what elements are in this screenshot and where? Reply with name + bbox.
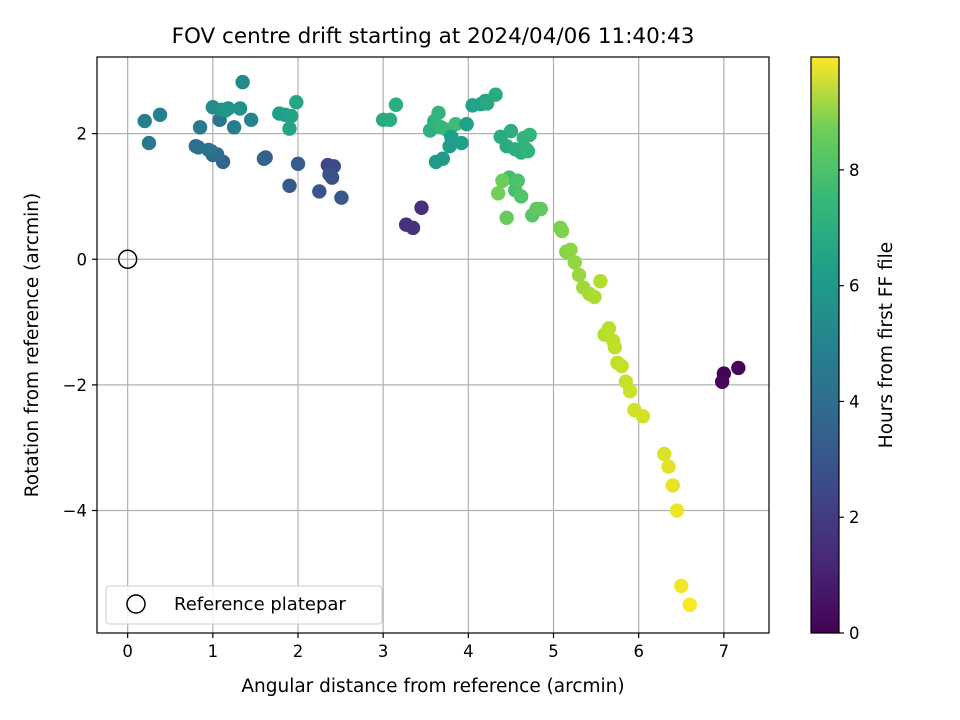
data-point	[282, 121, 297, 136]
colorbar-tick-label: 6	[849, 277, 860, 296]
data-point	[448, 117, 463, 132]
y-tick-label: −2	[63, 376, 87, 395]
data-point	[587, 289, 602, 305]
x-tick-label: 7	[719, 642, 730, 661]
data-point	[622, 383, 638, 399]
data-point	[414, 200, 429, 215]
data-point	[554, 223, 570, 239]
colorbar: 0 2 4 6 8 Hours from first FF file	[810, 56, 897, 643]
data-point	[290, 156, 306, 171]
y-tick-label: −4	[63, 502, 87, 521]
legend-entry-reference-platepar: Reference platepar	[174, 594, 346, 615]
data-point	[232, 101, 248, 116]
data-point	[674, 578, 689, 594]
data-point	[488, 87, 503, 102]
data-point	[235, 74, 250, 90]
data-point	[563, 242, 578, 258]
data-point	[714, 374, 730, 389]
reference-platepar-marker	[117, 249, 138, 270]
x-tick-label: 4	[463, 642, 474, 661]
data-point	[593, 274, 608, 289]
data-point	[499, 210, 514, 226]
y-axis-ticks: −4 −2 0 2	[63, 125, 97, 521]
data-point	[490, 186, 506, 201]
data-point	[510, 173, 525, 188]
data-point	[657, 446, 672, 462]
data-point	[731, 360, 746, 376]
data-point	[571, 267, 587, 283]
data-point	[614, 358, 629, 374]
x-tick-label: 1	[208, 642, 219, 661]
legend-box	[105, 585, 383, 625]
data-point	[272, 106, 287, 121]
colorbar-label: Hours from first FF file	[876, 242, 897, 448]
data-point	[289, 95, 304, 110]
data-point	[312, 184, 327, 199]
data-point	[152, 107, 168, 122]
data-point	[459, 117, 474, 132]
x-tick-label: 0	[122, 642, 133, 661]
data-point	[243, 112, 259, 128]
data-point	[137, 113, 152, 129]
chart-title: FOV centre drift starting at 2024/04/06 …	[172, 24, 695, 49]
data-point	[218, 103, 233, 118]
data-point	[141, 135, 157, 151]
x-tick-label: 3	[378, 642, 389, 661]
plot-area: 0 1 2 3 4 5 6 7 −4 −2 0 2 Reference platepar	[63, 56, 770, 661]
x-axis-ticks: 0 1 2 3 4 5 6 7	[122, 633, 729, 661]
colorbar-ticks: 0 2 4 6 8	[839, 161, 860, 643]
y-axis-label: Rotation from reference (arcmin)	[22, 193, 43, 497]
data-point	[282, 178, 297, 193]
data-point	[201, 142, 216, 158]
data-point	[682, 597, 697, 612]
y-tick-label: 2	[77, 125, 88, 144]
data-point	[513, 189, 529, 204]
data-point	[607, 339, 623, 355]
colorbar-tick-label: 2	[849, 508, 860, 527]
data-point	[522, 127, 537, 143]
colorbar-tick-label: 4	[849, 392, 860, 411]
data-point	[283, 108, 299, 124]
data-point	[435, 151, 450, 166]
data-points	[137, 74, 746, 612]
grid-lines	[97, 57, 769, 633]
x-tick-label: 5	[548, 642, 559, 661]
colorbar-tick-label: 8	[849, 161, 860, 180]
colorbar-gradient	[811, 57, 839, 633]
data-point	[192, 120, 208, 135]
x-axis-label: Angular distance from reference (arcmin)	[241, 676, 624, 697]
x-tick-label: 2	[293, 642, 304, 661]
data-point	[256, 151, 272, 166]
data-point	[567, 255, 583, 270]
legend: Reference platepar	[105, 585, 383, 625]
data-point	[665, 478, 680, 493]
x-tick-label: 6	[633, 642, 644, 661]
data-point	[601, 321, 617, 336]
data-point	[405, 220, 421, 236]
data-point	[322, 167, 337, 182]
data-point	[226, 120, 242, 135]
colorbar-frame	[810, 56, 840, 634]
data-point	[669, 503, 685, 518]
colorbar-tick-label: 0	[849, 624, 860, 643]
data-point	[495, 173, 510, 188]
data-point	[520, 144, 536, 159]
y-tick-label: 0	[77, 250, 88, 269]
data-point	[454, 135, 469, 151]
data-point	[388, 97, 404, 112]
data-point	[431, 105, 446, 121]
data-point	[661, 459, 676, 474]
plot-frame	[96, 56, 770, 634]
legend-reference-marker	[126, 594, 146, 614]
data-point	[382, 112, 398, 128]
data-point	[635, 409, 651, 424]
data-point	[334, 190, 349, 205]
data-point	[533, 201, 548, 217]
data-point	[503, 123, 519, 139]
